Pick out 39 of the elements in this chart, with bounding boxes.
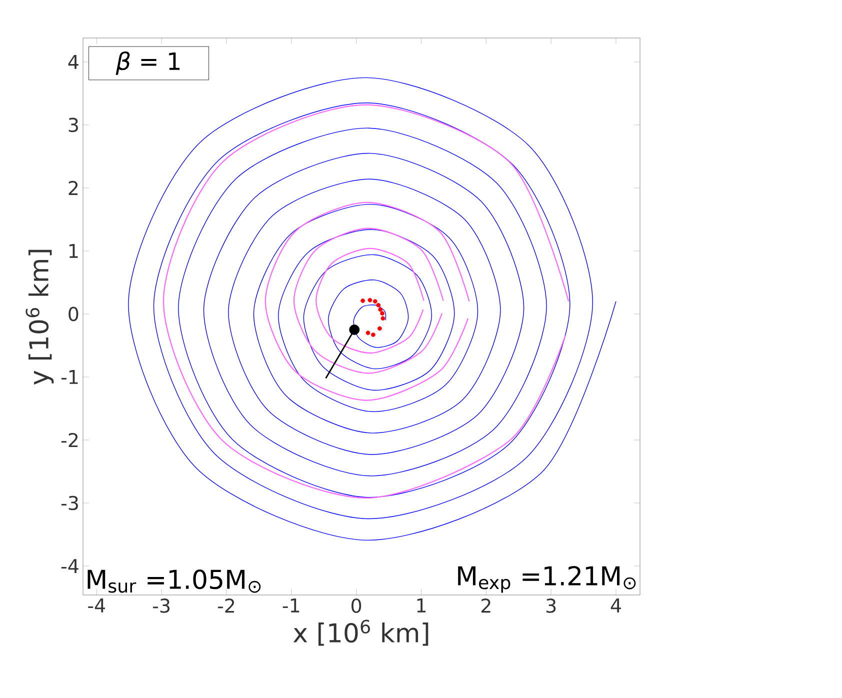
point [372, 299, 378, 304]
y-tick-label: -3 [61, 496, 78, 510]
point [376, 302, 381, 308]
point [360, 298, 366, 303]
line-series [128, 77, 616, 541]
point [380, 316, 386, 321]
point [368, 298, 372, 302]
annotation: β = 1 [116, 52, 180, 75]
x-tick-label: 4 [610, 598, 621, 612]
y-tick-label: -2 [61, 432, 78, 448]
y-tick-label: 0 [68, 306, 78, 322]
x-tick-label: 2 [482, 598, 490, 613]
line-series [162, 104, 570, 499]
point [377, 326, 382, 331]
x-tick-label: -2 [218, 598, 234, 613]
point [378, 307, 383, 312]
point [370, 332, 376, 337]
x-tick-label: 1 [417, 598, 426, 612]
y-tick-label: 2 [68, 180, 78, 195]
y-tick-label: 4 [68, 55, 78, 69]
point [349, 324, 360, 335]
line-series [316, 248, 424, 354]
x-tick-label: 0 [352, 598, 362, 613]
y-tick-label: 3 [68, 118, 78, 132]
x-tick-label: 3 [546, 598, 556, 613]
y-tick-label: 1 [69, 244, 78, 258]
annotation: M$_{exp}$ =1.21M$_{⊙}$ [458, 566, 636, 593]
point [366, 330, 370, 336]
point [380, 311, 384, 316]
annotation: M$_{sur}$ =1.05M$_{⊙}$ [88, 570, 261, 593]
y-axis-title: y [10$^{6}$ km] [26, 250, 54, 385]
line-series [293, 228, 444, 374]
x-axis-title: x [10$^{6}$ km] [293, 620, 428, 646]
x-tick-label: -3 [153, 598, 170, 613]
x-tick-label: -1 [282, 598, 300, 612]
y-tick-label: -4 [61, 559, 78, 573]
line-series [264, 202, 470, 401]
y-tick-label: -1 [61, 370, 78, 384]
x-tick-label: -4 [88, 598, 106, 612]
